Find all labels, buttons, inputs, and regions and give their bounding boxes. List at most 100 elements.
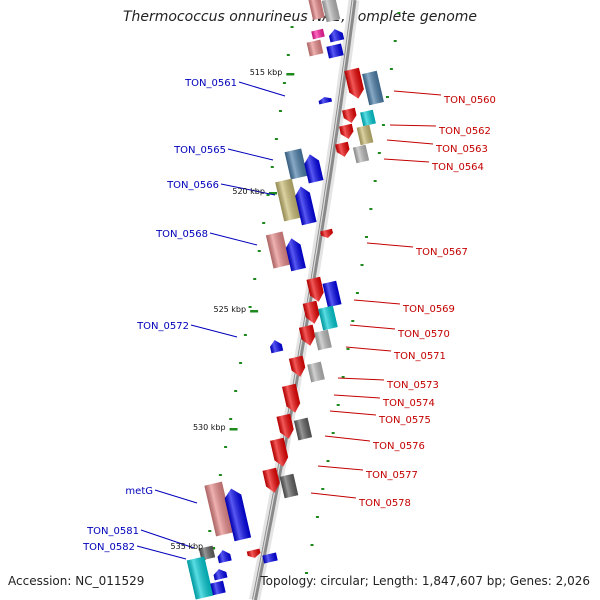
tick-mark bbox=[266, 194, 270, 196]
ruler-dash bbox=[250, 310, 259, 313]
tick-mark bbox=[377, 152, 381, 154]
ruler-label: 535 kbp bbox=[171, 542, 204, 551]
gene-feature-shading bbox=[352, 144, 370, 164]
gene-feature-shading bbox=[217, 550, 232, 564]
label-leader-line bbox=[389, 124, 437, 127]
ruler-dash bbox=[286, 73, 295, 76]
gene-feature-shading bbox=[329, 29, 345, 43]
gene-label-reverse: TON_0582 bbox=[82, 542, 135, 553]
tick-mark bbox=[218, 474, 222, 476]
label-leader-line bbox=[393, 90, 442, 96]
tick-mark bbox=[278, 110, 282, 112]
tick-mark bbox=[229, 418, 233, 420]
backbone-highlight bbox=[252, 0, 354, 600]
gene-feature-shading bbox=[279, 473, 299, 499]
gene-label-forward: TON_0573 bbox=[386, 380, 439, 391]
label-leader-line bbox=[317, 465, 364, 471]
gene-label-reverse: TON_0572 bbox=[136, 321, 189, 332]
label-leader-line bbox=[154, 489, 198, 504]
ruler-label: 525 kbp bbox=[213, 305, 246, 314]
tick-mark bbox=[351, 320, 355, 322]
gene-label-forward: TON_0564 bbox=[431, 162, 484, 173]
label-leader-line bbox=[238, 81, 286, 97]
label-leader-line bbox=[349, 324, 396, 330]
gene-feature-shading bbox=[224, 488, 252, 542]
ruler-label: 530 kbp bbox=[193, 423, 226, 432]
label-leader-line bbox=[337, 377, 385, 381]
gene-label-forward: TON_0563 bbox=[435, 144, 488, 155]
gene-feature-shading bbox=[318, 97, 333, 105]
gene-feature-shading bbox=[213, 569, 228, 581]
gene-feature-shading bbox=[210, 580, 226, 596]
label-leader-line bbox=[136, 545, 187, 560]
gene-label-reverse: TON_0565 bbox=[173, 145, 226, 156]
tick-mark bbox=[355, 292, 359, 294]
label-leader-line bbox=[310, 492, 357, 499]
gene-feature-shading bbox=[276, 413, 294, 439]
gene-feature-shading bbox=[306, 276, 324, 302]
tick-mark bbox=[385, 96, 389, 98]
tick-mark bbox=[262, 222, 266, 224]
gene-feature-shading bbox=[318, 305, 338, 331]
label-leader-line bbox=[324, 435, 371, 442]
tick-mark bbox=[305, 572, 309, 574]
tick-mark bbox=[397, 12, 401, 14]
gene-label-reverse: TON_0561 bbox=[184, 78, 237, 89]
ruler-label: 515 kbp bbox=[250, 68, 283, 77]
gene-feature-shading bbox=[262, 552, 278, 564]
gene-label-forward: TON_0574 bbox=[382, 398, 435, 409]
gene-feature-shading bbox=[295, 186, 317, 226]
tick-mark bbox=[393, 40, 397, 42]
topology-text: Topology: circular; Length: 1,847,607 bp… bbox=[260, 574, 590, 588]
gene-label-reverse: TON_0566 bbox=[166, 180, 219, 191]
gene-feature-shading bbox=[314, 329, 332, 351]
label-leader-line bbox=[227, 148, 274, 161]
gene-label-forward: TON_0576 bbox=[372, 441, 425, 452]
gene-label-forward: TON_0562 bbox=[438, 126, 491, 137]
label-leader-line bbox=[220, 183, 276, 196]
gene-label-forward: TON_0567 bbox=[415, 247, 468, 258]
ruler-label: 520 kbp bbox=[232, 187, 265, 196]
gene-feature-shading bbox=[262, 467, 280, 493]
tick-mark bbox=[310, 544, 314, 546]
tick-mark bbox=[224, 446, 228, 448]
label-leader-line bbox=[329, 410, 377, 416]
tick-mark bbox=[248, 306, 252, 308]
tick-mark bbox=[381, 124, 385, 126]
tick-mark bbox=[274, 138, 278, 140]
ruler-dash bbox=[229, 428, 238, 431]
gene-label-reverse: TON_0568 bbox=[155, 229, 208, 240]
gene-feature-shading bbox=[275, 178, 301, 222]
gene-feature-shading bbox=[246, 548, 261, 558]
gene-feature-shading bbox=[293, 417, 313, 441]
gene-feature-shading bbox=[198, 545, 216, 561]
gene-feature-shading bbox=[322, 280, 342, 308]
label-leader-line bbox=[366, 242, 414, 248]
gene-label-forward: TON_0575 bbox=[378, 415, 431, 426]
tick-mark bbox=[234, 390, 238, 392]
gene-feature-shading bbox=[284, 148, 308, 180]
gene-feature-shading bbox=[285, 238, 306, 272]
tick-mark bbox=[270, 166, 274, 168]
tick-mark bbox=[321, 488, 325, 490]
gene-feature-shading bbox=[321, 0, 341, 23]
gene-feature-shading bbox=[360, 109, 376, 127]
gene-feature-shading bbox=[362, 70, 384, 106]
gene-feature-shading bbox=[326, 43, 344, 59]
label-leader-line bbox=[345, 346, 392, 352]
tick-mark bbox=[346, 348, 350, 350]
tick-mark bbox=[282, 82, 286, 84]
gene-label-forward: TON_0571 bbox=[393, 351, 446, 362]
tick-mark bbox=[326, 460, 330, 462]
gene-feature-shading bbox=[270, 340, 284, 354]
tick-mark bbox=[341, 376, 345, 378]
tick-mark bbox=[373, 180, 377, 182]
tick-mark bbox=[208, 530, 212, 532]
tick-mark bbox=[364, 236, 368, 238]
tick-mark bbox=[286, 54, 290, 56]
gene-feature-shading bbox=[304, 154, 324, 184]
gene-feature-shading bbox=[356, 124, 374, 146]
gene-label-forward: TON_0570 bbox=[397, 329, 450, 340]
accession-text: Accession: NC_011529 bbox=[8, 574, 145, 588]
gene-label-reverse: metG bbox=[125, 486, 153, 497]
